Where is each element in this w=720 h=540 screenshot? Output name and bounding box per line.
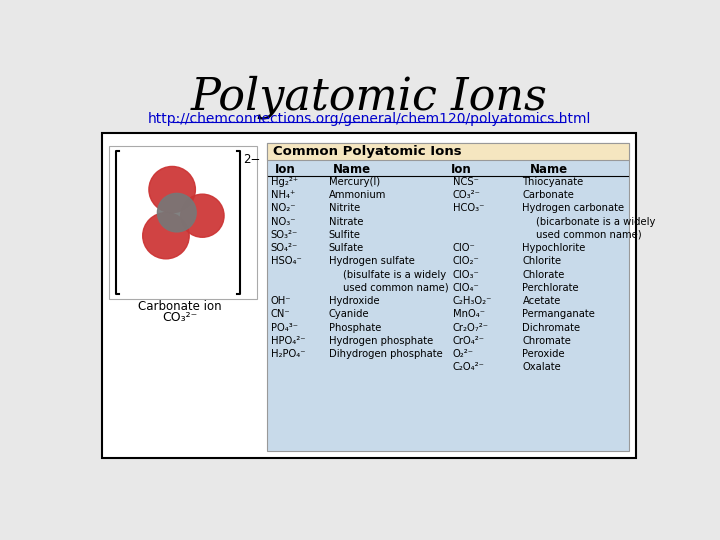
Text: MnO₄⁻: MnO₄⁻	[453, 309, 485, 319]
Text: Hydrogen phosphate: Hydrogen phosphate	[329, 336, 433, 346]
Text: Chromate: Chromate	[523, 336, 572, 346]
Text: HSO₄⁻: HSO₄⁻	[271, 256, 302, 266]
Bar	[266, 143, 629, 160]
Text: OH⁻: OH⁻	[271, 296, 291, 306]
Text: Cr₂O₇²⁻: Cr₂O₇²⁻	[453, 322, 489, 333]
Text: CO₃²⁻: CO₃²⁻	[453, 190, 480, 200]
Text: used common name): used common name)	[536, 230, 642, 240]
Text: Dichromate: Dichromate	[523, 322, 580, 333]
Text: CrO₄²⁻: CrO₄²⁻	[453, 336, 485, 346]
Text: Oxalate: Oxalate	[523, 362, 561, 372]
Text: ClO₄⁻: ClO₄⁻	[453, 283, 480, 293]
Text: Phosphate: Phosphate	[329, 322, 381, 333]
Text: Chlorite: Chlorite	[523, 256, 562, 266]
Bar	[266, 143, 629, 451]
Text: Polyatomic Ions: Polyatomic Ions	[191, 75, 547, 119]
Text: Mercury(I): Mercury(I)	[329, 177, 380, 187]
Circle shape	[149, 166, 195, 213]
Text: NH₄⁺: NH₄⁺	[271, 190, 294, 200]
Text: CN⁻: CN⁻	[271, 309, 290, 319]
Text: Hydrogen sulfate: Hydrogen sulfate	[329, 256, 415, 266]
Text: Ion: Ion	[451, 163, 472, 176]
Text: SO₄²⁻: SO₄²⁻	[271, 243, 298, 253]
Text: Acetate: Acetate	[523, 296, 561, 306]
Text: ClO₂⁻: ClO₂⁻	[453, 256, 480, 266]
Text: Sulfite: Sulfite	[329, 230, 361, 240]
Text: PO₄³⁻: PO₄³⁻	[271, 322, 297, 333]
Text: Ammonium: Ammonium	[329, 190, 386, 200]
Text: C₂H₃O₂⁻: C₂H₃O₂⁻	[453, 296, 492, 306]
Circle shape	[143, 213, 189, 259]
Text: H₂PO₄⁻: H₂PO₄⁻	[271, 349, 305, 359]
Circle shape	[181, 194, 224, 237]
Text: Chlorate: Chlorate	[523, 269, 564, 280]
Text: Cyanide: Cyanide	[329, 309, 369, 319]
Text: 2−: 2−	[243, 153, 260, 166]
Text: Carbonate ion: Carbonate ion	[138, 300, 222, 313]
Text: CO₃²⁻: CO₃²⁻	[162, 311, 197, 324]
Text: Name: Name	[333, 163, 371, 176]
Text: Nitrate: Nitrate	[329, 217, 363, 227]
Text: Ion: Ion	[274, 163, 295, 176]
Circle shape	[158, 193, 196, 232]
Text: Name: Name	[530, 163, 568, 176]
Text: Permanganate: Permanganate	[523, 309, 595, 319]
Text: (bisulfate is a widely: (bisulfate is a widely	[343, 269, 446, 280]
Text: Hydroxide: Hydroxide	[329, 296, 379, 306]
Text: O₂²⁻: O₂²⁻	[453, 349, 474, 359]
Text: NCS⁻: NCS⁻	[453, 177, 479, 187]
FancyBboxPatch shape	[102, 132, 636, 457]
Text: SO₃²⁻: SO₃²⁻	[271, 230, 298, 240]
Text: http://chemconnections.org/general/chem120/polyatomics.html: http://chemconnections.org/general/chem1…	[148, 112, 590, 126]
Text: Peroxide: Peroxide	[523, 349, 565, 359]
Text: NO₃⁻: NO₃⁻	[271, 217, 295, 227]
Text: HCO₃⁻: HCO₃⁻	[453, 204, 484, 213]
Text: ClO⁻: ClO⁻	[453, 243, 475, 253]
Text: Hydrogen carbonate: Hydrogen carbonate	[523, 204, 624, 213]
Text: (bicarbonate is a widely: (bicarbonate is a widely	[536, 217, 656, 227]
Text: Hg₂²⁺: Hg₂²⁺	[271, 177, 297, 187]
Text: C₂O₄²⁻: C₂O₄²⁻	[453, 362, 485, 372]
Text: Thiocyanate: Thiocyanate	[523, 177, 584, 187]
Text: Sulfate: Sulfate	[329, 243, 364, 253]
Text: Perchlorate: Perchlorate	[523, 283, 579, 293]
Text: Common Polyatomic Ions: Common Polyatomic Ions	[273, 145, 462, 158]
Text: HPO₄²⁻: HPO₄²⁻	[271, 336, 305, 346]
Text: ClO₃⁻: ClO₃⁻	[453, 269, 480, 280]
Text: Nitrite: Nitrite	[329, 204, 360, 213]
Text: Carbonate: Carbonate	[523, 190, 575, 200]
Text: NO₂⁻: NO₂⁻	[271, 204, 295, 213]
Text: used common name): used common name)	[343, 283, 449, 293]
Bar	[109, 146, 258, 299]
Text: Hypochlorite: Hypochlorite	[523, 243, 586, 253]
Text: Dihydrogen phosphate: Dihydrogen phosphate	[329, 349, 443, 359]
